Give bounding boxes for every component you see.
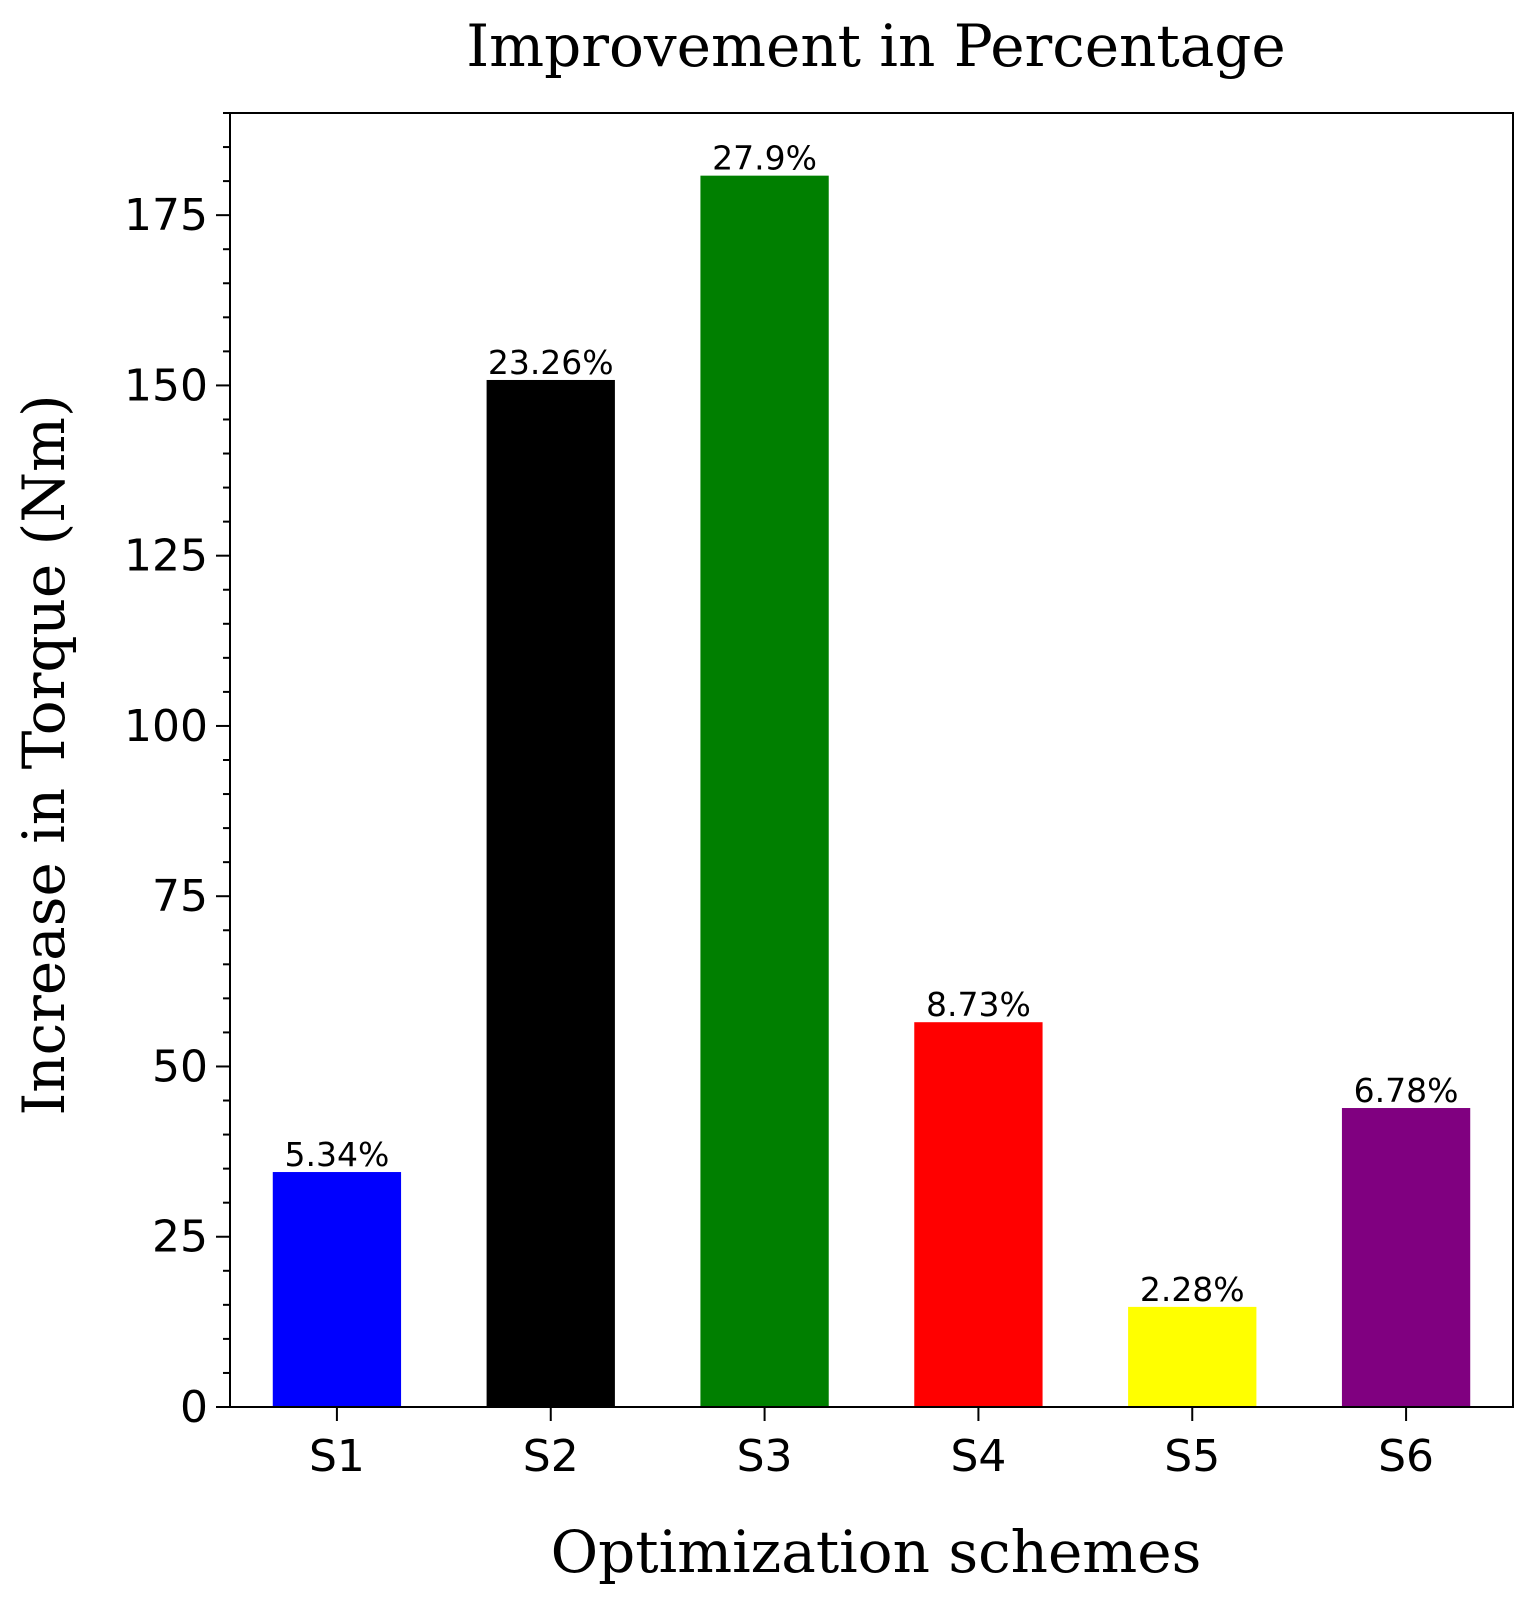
data-label-s4: 8.73%	[926, 985, 1031, 1024]
x-tick-label-s6: S6	[1378, 1431, 1434, 1482]
data-label-s3: 27.9%	[712, 139, 817, 178]
y-tick-label: 75	[152, 871, 208, 922]
bar-s1	[272, 1172, 402, 1407]
x-tick-label-s1: S1	[309, 1431, 365, 1482]
bar-s6	[1341, 1108, 1471, 1407]
x-tick-label-s5: S5	[1164, 1431, 1220, 1482]
plot-frame	[229, 112, 1514, 1408]
x-tick-label-s4: S4	[950, 1431, 1006, 1482]
y-tick-label: 100	[124, 701, 208, 752]
bar-s2	[486, 379, 615, 1407]
y-tick-label: 25	[152, 1212, 208, 1263]
x-tick-label-s2: S2	[523, 1431, 579, 1482]
bar-group: 5.34% 23.26% 27.9% 8.73% 2.28% 6.78%	[272, 139, 1471, 1407]
data-label-s1: 5.34%	[284, 1135, 389, 1174]
y-tick-label: 175	[124, 190, 208, 241]
bar-s5	[1128, 1306, 1257, 1407]
y-axis: 0 25 50 75 100 125 150 175	[124, 112, 230, 1433]
data-label-s5: 2.28%	[1140, 1270, 1245, 1309]
y-tick-label: 150	[124, 360, 208, 411]
y-tick-label: 125	[124, 531, 208, 582]
bar-s4	[914, 1022, 1043, 1407]
x-tick-label-s3: S3	[737, 1431, 793, 1482]
chart-title: Improvement in Percentage	[466, 12, 1286, 80]
data-label-s6: 6.78%	[1354, 1071, 1459, 1110]
y-axis-label: Increase in Torque (Nm)	[10, 394, 78, 1115]
y-tick-label: 50	[152, 1041, 208, 1092]
x-axis: S1 S2 S3 S4 S5 S6	[309, 1407, 1434, 1482]
bar-s3	[700, 175, 829, 1407]
y-tick-label: 0	[180, 1382, 208, 1433]
data-label-s2: 23.26%	[488, 343, 614, 382]
x-axis-label: Optimization schemes	[551, 1518, 1202, 1586]
